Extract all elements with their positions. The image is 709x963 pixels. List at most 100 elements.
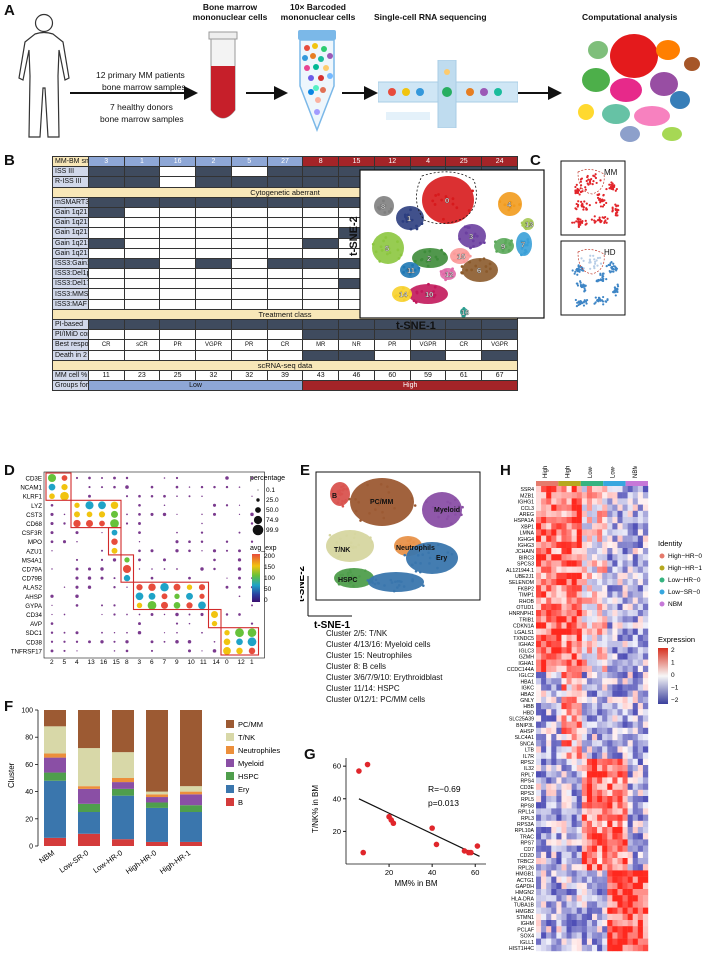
heatmap-cell — [612, 895, 618, 902]
cluster-point — [467, 226, 471, 229]
heatmap-gene-label: HNRNPH1 — [509, 611, 534, 617]
heatmap-cell — [576, 727, 583, 735]
heatmap-cell — [571, 529, 577, 536]
heatmap-cell — [637, 926, 644, 933]
heatmap-cell — [576, 647, 583, 654]
heatmap-cell — [556, 498, 562, 505]
heatmap-cell — [617, 616, 623, 623]
table-cell — [195, 166, 232, 178]
heatmap-cell — [622, 808, 628, 815]
heatmap-cell — [617, 814, 623, 821]
heatmap-cell — [586, 535, 593, 542]
heatmap-cell — [586, 653, 593, 660]
dot — [201, 650, 203, 652]
heatmap-cell — [586, 889, 593, 896]
heatmap-cell — [597, 597, 603, 604]
heatmap-cell — [576, 938, 583, 945]
heatmap-cell — [566, 560, 572, 567]
heatmap-cell — [556, 802, 562, 809]
dot — [160, 601, 169, 609]
heatmap-cell — [571, 690, 577, 697]
heatmap-cell — [546, 585, 552, 592]
heatmap-cell — [632, 783, 639, 790]
heatmap-cell — [627, 628, 633, 635]
heatmap-cell — [627, 603, 633, 611]
celltype-point — [336, 556, 340, 559]
heatmap-gene-label: RHOB — [519, 599, 535, 605]
heatmap-cell — [571, 777, 577, 784]
heatmap-cell — [597, 585, 603, 592]
heatmap-cell — [541, 616, 547, 623]
umap-point — [599, 221, 602, 224]
heatmap-cell — [607, 789, 613, 797]
heatmap-cell — [566, 740, 572, 747]
heatmap-cell — [566, 721, 572, 728]
g-y-tick-label: 20 — [333, 827, 341, 836]
heatmap-cell — [546, 870, 552, 877]
best-response: sCR — [123, 339, 161, 351]
cluster-legend-list: Cluster 2/5: T/NK Cluster 4/13/16: Myeloi… — [326, 628, 443, 705]
heatmap-cell — [632, 932, 639, 939]
table-cell — [159, 349, 197, 361]
cluster-point — [371, 242, 375, 246]
heatmap-gene-label: AL121944.1 — [506, 568, 534, 574]
heatmap-cell — [571, 628, 577, 635]
heatmap-cell — [546, 820, 552, 828]
umap-point — [584, 188, 587, 191]
heatmap-cell — [622, 653, 628, 660]
cluster-point — [428, 256, 431, 260]
heatmap-cell — [561, 672, 567, 679]
heatmap-cell — [546, 727, 552, 735]
heatmap-cell — [627, 715, 633, 722]
celltype-point — [354, 576, 357, 580]
identity-legend-label: High−HR−0 — [668, 553, 702, 560]
heatmap-cell — [586, 758, 593, 766]
heatmap-cell — [561, 659, 567, 666]
heatmap-cell — [561, 827, 567, 834]
heatmap-cell — [561, 634, 567, 642]
heatmap-cell — [556, 715, 562, 722]
heatmap-cell — [581, 535, 588, 542]
heatmap-cell — [536, 721, 542, 728]
dot — [87, 585, 92, 589]
heatmap-cell — [576, 498, 583, 505]
umap-point — [576, 191, 580, 194]
table-cell — [302, 318, 340, 331]
heatmap-cell — [581, 926, 588, 933]
cluster-point — [374, 250, 378, 254]
heatmap-cell — [617, 523, 623, 530]
umap-point — [596, 196, 600, 199]
dot — [176, 513, 178, 516]
heatmap-cell — [622, 727, 628, 735]
heatmap-cell — [566, 882, 572, 890]
table-cell — [230, 227, 268, 239]
heatmap-cell — [536, 541, 542, 549]
heatmap-cell — [551, 845, 557, 852]
cluster-label: 4 — [507, 200, 512, 209]
heatmap-cell — [607, 901, 613, 908]
heatmap-cell — [602, 833, 608, 840]
heatmap-cell — [632, 715, 639, 722]
table-cell — [159, 298, 197, 310]
heatmap-cell — [566, 920, 572, 927]
celltype-point — [352, 584, 355, 588]
heatmap-cell — [566, 876, 572, 883]
heatmap-cell — [586, 647, 593, 654]
umap-point — [601, 272, 605, 275]
heatmap-cell — [612, 938, 618, 945]
heatmap-cell — [541, 684, 547, 691]
heatmap-cell — [627, 907, 633, 914]
umap-point — [599, 272, 602, 275]
heatmap-cell — [551, 789, 557, 797]
heatmap-cell — [622, 907, 628, 914]
heatmap-gene-label: CCL3 — [521, 506, 534, 512]
heatmap-cell — [586, 486, 593, 493]
heatmap-cell — [576, 529, 583, 536]
heatmap-cell — [546, 628, 552, 635]
heatmap-cell — [602, 641, 608, 648]
heatmap-cell — [592, 839, 598, 846]
heatmap-cell — [561, 814, 567, 821]
heatmap-cell — [607, 517, 613, 524]
heatmap-cell — [536, 895, 542, 902]
heatmap-cell — [571, 889, 577, 896]
